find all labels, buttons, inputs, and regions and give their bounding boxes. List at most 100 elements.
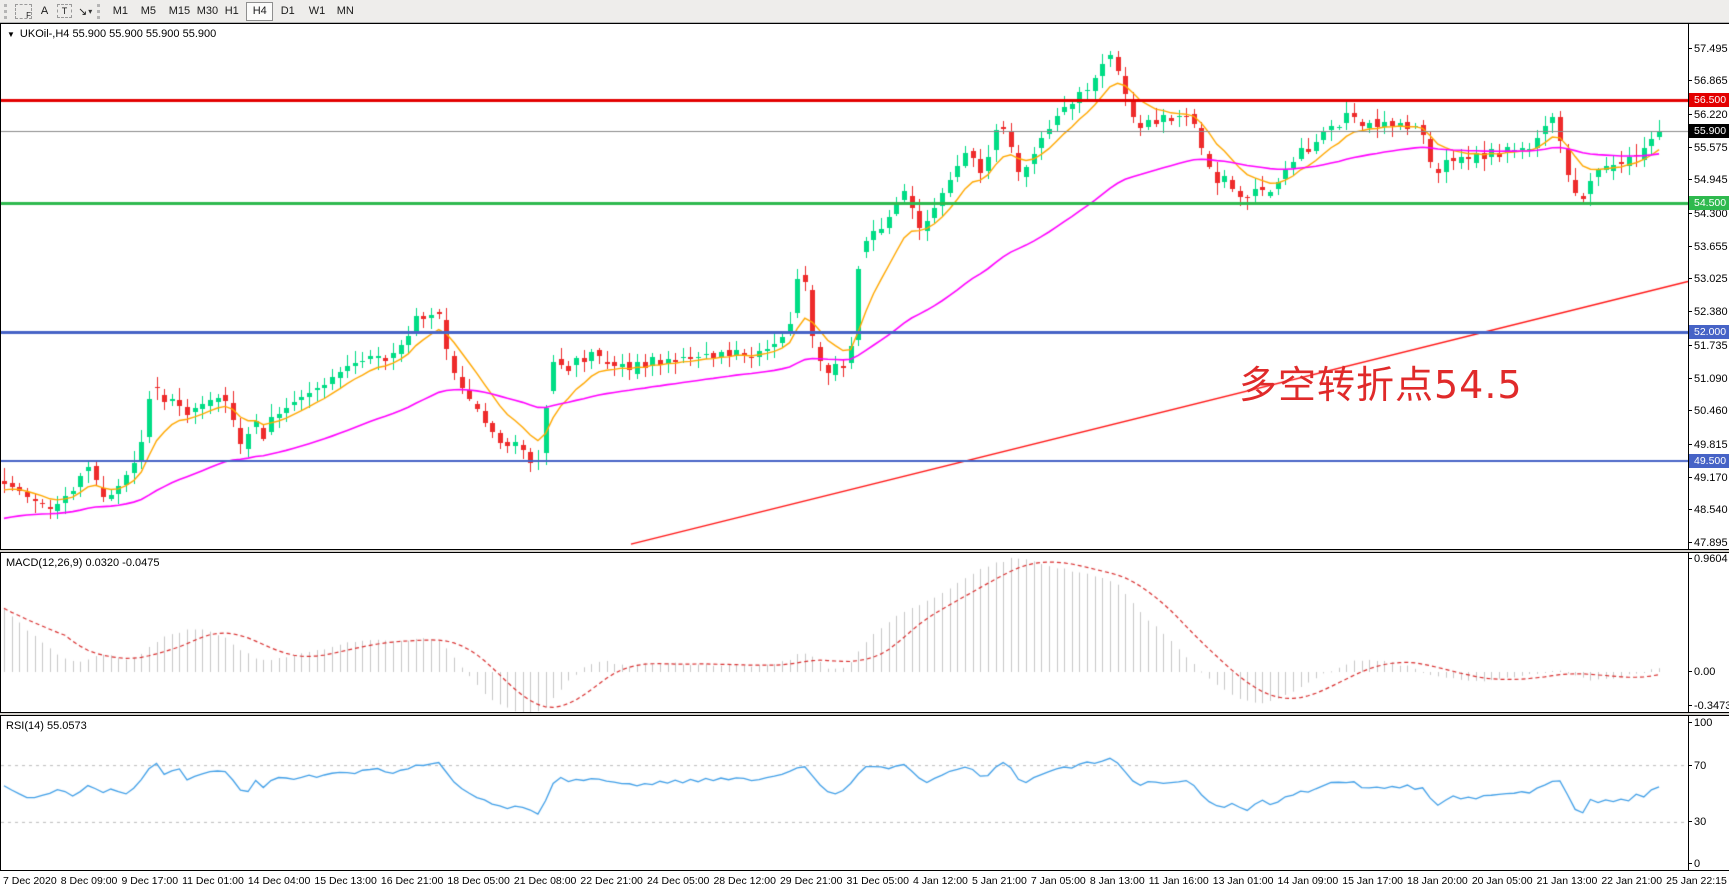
axis-tick — [1689, 80, 1692, 81]
rsi-pane: 100 70 30 0 RSI(14) 55.0573 — [0, 715, 1729, 871]
price-axis-label: 54.300 — [1694, 208, 1728, 220]
time-axis-label: 14 Jan 09:00 — [1277, 875, 1339, 887]
price-axis-label: 51.090 — [1694, 373, 1728, 385]
chart-dropdown-arrow-icon[interactable]: ▼ — [7, 29, 15, 39]
axis-tick — [1689, 246, 1692, 247]
time-axis-label: 4 Jan 12:00 — [913, 875, 968, 887]
chart-title: ▼ UKOil-,H4 55.900 55.900 55.900 55.900 — [7, 28, 216, 40]
time-axis-label: 7 Dec 2020 — [3, 875, 57, 887]
toolbar: F A T ↘ ▾ M1 M5 M15 M30 H1 H4 D1 W1 MN — [0, 0, 1729, 23]
main-chart-canvas[interactable] — [1, 24, 1688, 549]
dotted-grid-glyph: F — [15, 3, 32, 20]
rsi-axis-label: 70 — [1694, 760, 1707, 772]
font-tool-icon[interactable]: A — [35, 2, 54, 21]
chart-title-text: UKOil-,H4 55.900 55.900 55.900 55.900 — [19, 28, 217, 40]
dropdown-caret-icon: ▾ — [88, 6, 93, 16]
macd-axis[interactable]: 0.9604 0.00 -0.3473 — [1688, 553, 1729, 712]
timeframe-button-mn[interactable]: MN — [330, 2, 357, 21]
price-axis-label: 53.655 — [1694, 241, 1728, 253]
time-axis[interactable]: 7 Dec 2020 8 Dec 09:00 9 Dec 17:00 11 Dec 0… — [0, 871, 1729, 892]
price-tag-52.000: 52.000 — [1689, 325, 1729, 339]
timeframe-button-m30[interactable]: M30 — [190, 2, 218, 21]
rsi-axis[interactable]: 100 70 30 0 — [1688, 716, 1729, 870]
time-axis-label: 22 Jan 21:00 — [1601, 875, 1663, 887]
axis-tick — [1689, 114, 1692, 115]
timeframe-toolbar-grip[interactable] — [97, 3, 101, 19]
time-axis-label: 11 Jan 16:00 — [1148, 875, 1209, 887]
macd-canvas[interactable] — [1, 553, 1688, 712]
price-axis-label: 49.170 — [1694, 472, 1728, 484]
price-axis-label: 48.540 — [1694, 504, 1728, 516]
timeframe-button-h4[interactable]: H4 — [245, 1, 273, 21]
macd-axis-label: 0.00 — [1694, 666, 1716, 678]
time-axis-label: 16 Dec 21:00 — [380, 875, 444, 887]
time-axis-label: 21 Dec 08:00 — [513, 875, 577, 887]
price-axis-label: 49.815 — [1694, 439, 1728, 451]
macd-label: MACD(12,26,9) 0.0320 -0.0475 — [6, 557, 160, 569]
time-axis-label: 7 Jan 05:00 — [1030, 875, 1086, 887]
price-axis[interactable]: 57.495 56.865 56.220 55.575 54.945 54.300 53.6… — [1688, 24, 1729, 549]
price-tag-55.900: 55.900 — [1689, 124, 1729, 138]
price-tag-49.500: 49.500 — [1689, 454, 1729, 468]
time-axis-label: 11 Dec 01:00 — [182, 875, 244, 887]
pane-separator[interactable] — [0, 713, 1729, 715]
time-axis-label: 18 Dec 05:00 — [447, 875, 510, 887]
arrow-objects-glyph: ↘ — [78, 5, 88, 18]
time-axis-label: 5 Jan 21:00 — [971, 875, 1027, 887]
timeframe-button-m1[interactable]: M1 — [106, 2, 133, 21]
dotted-grid-f-icon[interactable]: F — [12, 2, 35, 21]
price-axis-label: 51.735 — [1694, 340, 1728, 352]
annotation-text: 多空转折点54.5 — [1239, 363, 1523, 407]
axis-tick — [1689, 477, 1692, 478]
axis-tick — [1689, 863, 1692, 864]
time-axis-label: 8 Jan 13:00 — [1089, 875, 1145, 887]
price-axis-label: 54.945 — [1694, 174, 1728, 186]
time-axis-label: 22 Dec 21:00 — [580, 875, 643, 887]
axis-tick — [1689, 213, 1692, 214]
axis-tick — [1689, 722, 1692, 723]
axis-tick — [1689, 765, 1692, 766]
timeframe-button-m15[interactable]: M15 — [162, 2, 190, 21]
axis-tick — [1689, 345, 1692, 346]
axis-tick — [1689, 278, 1692, 279]
timeframe-button-d1[interactable]: D1 — [274, 2, 301, 21]
timeframe-button-h1[interactable]: H1 — [218, 2, 245, 21]
font-tool-glyph: A — [40, 5, 49, 17]
price-axis-label: 47.895 — [1694, 537, 1728, 549]
rsi-canvas[interactable] — [1, 716, 1688, 870]
time-axis-label: 8 Dec 09:00 — [60, 875, 118, 887]
timeframe-button-m5[interactable]: M5 — [134, 2, 161, 21]
axis-tick — [1689, 509, 1692, 510]
price-axis-label: 56.865 — [1694, 75, 1728, 87]
time-axis-label: 18 Jan 20:00 — [1407, 875, 1468, 887]
time-axis-label: 28 Dec 12:00 — [713, 875, 776, 887]
price-axis-label: 53.025 — [1694, 273, 1728, 285]
arrow-objects-icon[interactable]: ↘ ▾ — [75, 2, 95, 21]
toolbar-grip[interactable] — [4, 3, 7, 19]
time-axis-label: 20 Jan 05:00 — [1471, 875, 1533, 887]
axis-tick — [1689, 311, 1692, 312]
axis-tick — [1689, 378, 1692, 379]
axis-tick — [1689, 705, 1692, 706]
axis-tick — [1689, 542, 1692, 543]
price-axis-label: 52.380 — [1694, 306, 1728, 318]
axis-tick — [1689, 821, 1692, 822]
price-axis-label: 57.495 — [1694, 43, 1728, 55]
axis-tick — [1689, 444, 1692, 445]
price-axis-label: 50.460 — [1694, 405, 1728, 417]
time-axis-label: 24 Dec 05:00 — [646, 875, 710, 887]
axis-tick — [1689, 671, 1692, 672]
pane-separator[interactable] — [0, 550, 1729, 552]
time-axis-label: 31 Dec 05:00 — [846, 875, 909, 887]
axis-tick — [1689, 410, 1692, 411]
macd-axis-label: 0.9604 — [1694, 553, 1728, 565]
time-axis-label: 13 Jan 01:00 — [1212, 875, 1274, 887]
rsi-axis-label: 30 — [1694, 816, 1707, 828]
axis-tick — [1689, 558, 1692, 559]
axis-tick — [1689, 48, 1692, 49]
axis-tick — [1689, 179, 1692, 180]
time-axis-label: 15 Dec 13:00 — [314, 875, 377, 887]
timeframe-button-w1[interactable]: W1 — [302, 2, 329, 21]
text-label-tool-icon[interactable]: T — [54, 2, 75, 21]
